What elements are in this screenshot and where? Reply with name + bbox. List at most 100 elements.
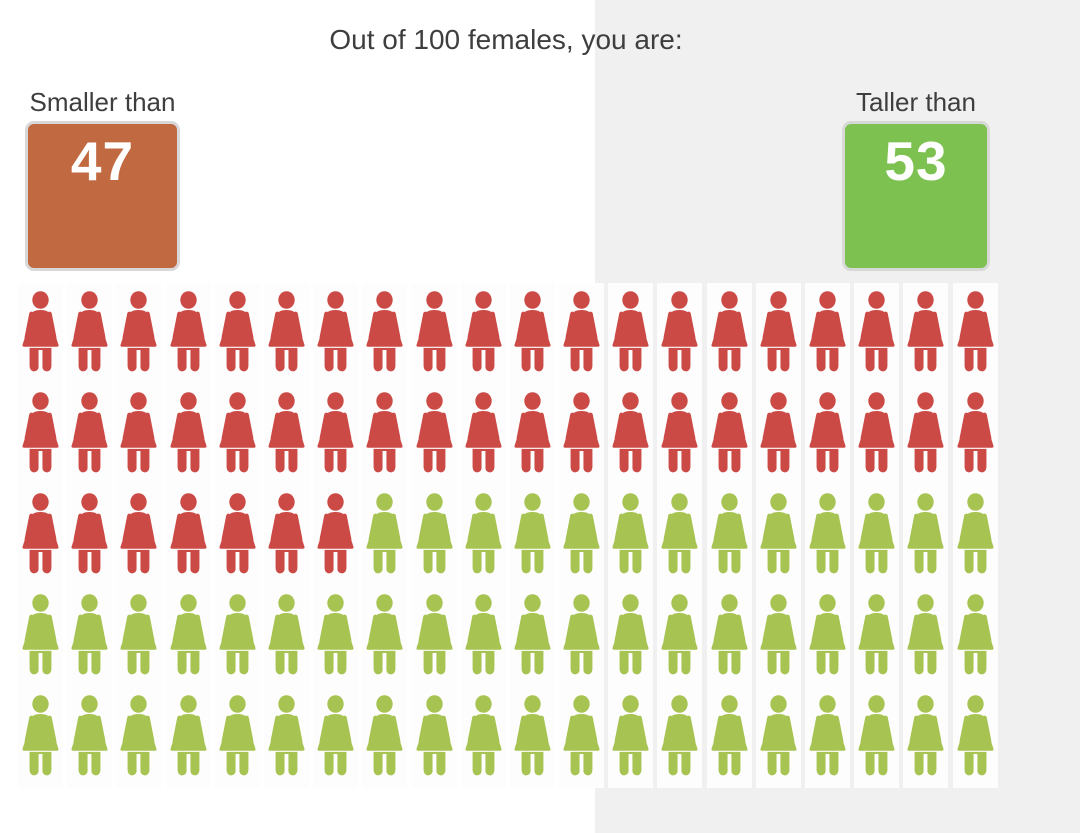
person-cell: [657, 586, 703, 687]
female-person-icon: [217, 391, 258, 475]
female-person-icon: [20, 290, 61, 374]
person-cell: [509, 485, 555, 586]
female-person-icon: [414, 694, 455, 778]
female-person-icon: [168, 391, 209, 475]
female-person-icon: [315, 290, 356, 374]
person-cell: [67, 384, 113, 485]
person-cell: [313, 283, 359, 384]
person-cell: [854, 384, 900, 485]
female-person-icon: [807, 593, 848, 677]
person-cell: [755, 384, 801, 485]
female-person-icon: [69, 391, 110, 475]
person-cell: [67, 586, 113, 687]
female-person-icon: [118, 290, 159, 374]
female-person-icon: [463, 593, 504, 677]
person-cell: [313, 485, 359, 586]
person-cell: [854, 586, 900, 687]
person-cell: [165, 485, 211, 586]
female-person-icon: [512, 391, 553, 475]
female-person-icon: [856, 593, 897, 677]
female-person-icon: [610, 593, 651, 677]
female-person-icon: [610, 492, 651, 576]
person-cell: [657, 384, 703, 485]
person-cell: [165, 283, 211, 384]
female-person-icon: [758, 593, 799, 677]
female-person-icon: [610, 290, 651, 374]
female-person-icon: [414, 492, 455, 576]
female-person-icon: [905, 290, 946, 374]
person-cell: [460, 687, 506, 788]
taller-than-value: 53: [884, 130, 948, 192]
female-person-icon: [955, 391, 996, 475]
female-person-icon: [659, 492, 700, 576]
person-cell: [805, 485, 850, 586]
female-person-icon: [955, 593, 996, 677]
taller-than-label: Taller than: [856, 87, 976, 117]
female-person-icon: [364, 391, 405, 475]
person-cell: [362, 384, 408, 485]
person-cell: [460, 283, 506, 384]
person-cell: [214, 586, 260, 687]
female-person-icon: [659, 593, 700, 677]
female-person-icon: [463, 694, 504, 778]
person-cell: [18, 384, 63, 485]
person-cell: [116, 485, 162, 586]
person-cell: [362, 485, 408, 586]
person-cell: [509, 283, 555, 384]
female-person-icon: [955, 694, 996, 778]
female-person-icon: [512, 492, 553, 576]
smaller-than-value: 47: [70, 130, 135, 192]
female-person-icon: [463, 492, 504, 576]
female-person-icon: [20, 391, 61, 475]
female-person-icon: [168, 290, 209, 374]
female-person-icon: [512, 694, 553, 778]
female-person-icon: [610, 694, 651, 778]
person-cell: [706, 586, 752, 687]
person-cell: [116, 586, 162, 687]
female-person-icon: [659, 290, 700, 374]
person-cell: [559, 485, 605, 586]
female-person-icon: [758, 391, 799, 475]
female-person-icon: [807, 492, 848, 576]
person-cell: [263, 384, 309, 485]
person-cell: [411, 485, 457, 586]
person-cell: [460, 384, 506, 485]
female-person-icon: [807, 290, 848, 374]
person-cell: [755, 283, 801, 384]
person-cell: [608, 586, 654, 687]
person-cell: [313, 687, 359, 788]
person-cell: [214, 283, 260, 384]
female-person-icon: [610, 391, 651, 475]
person-cell: [559, 283, 605, 384]
person-cell: [706, 485, 752, 586]
female-person-icon: [758, 290, 799, 374]
taller-than-box: 53: [842, 121, 990, 271]
person-cell: [214, 687, 260, 788]
smaller-than-stat: Smaller than 47: [25, 88, 180, 271]
female-person-icon: [659, 694, 700, 778]
person-cell: [903, 687, 949, 788]
female-person-icon: [315, 593, 356, 677]
person-cell: [460, 485, 506, 586]
female-person-icon: [414, 593, 455, 677]
female-person-icon: [561, 391, 602, 475]
female-person-icon: [315, 391, 356, 475]
female-person-icon: [905, 694, 946, 778]
person-cell: [755, 586, 801, 687]
person-cell: [214, 384, 260, 485]
female-person-icon: [69, 492, 110, 576]
person-cell: [362, 586, 408, 687]
person-cell: [657, 485, 703, 586]
female-person-icon: [266, 593, 307, 677]
female-person-icon: [807, 694, 848, 778]
person-cell: [559, 586, 605, 687]
person-cell: [805, 687, 850, 788]
female-person-icon: [20, 593, 61, 677]
female-person-icon: [955, 492, 996, 576]
page-title: Out of 100 females, you are:: [329, 24, 683, 55]
female-person-icon: [168, 492, 209, 576]
person-cell: [903, 384, 949, 485]
female-person-icon: [118, 391, 159, 475]
female-person-icon: [758, 694, 799, 778]
taller-than-stat: Taller than 53: [842, 88, 990, 271]
